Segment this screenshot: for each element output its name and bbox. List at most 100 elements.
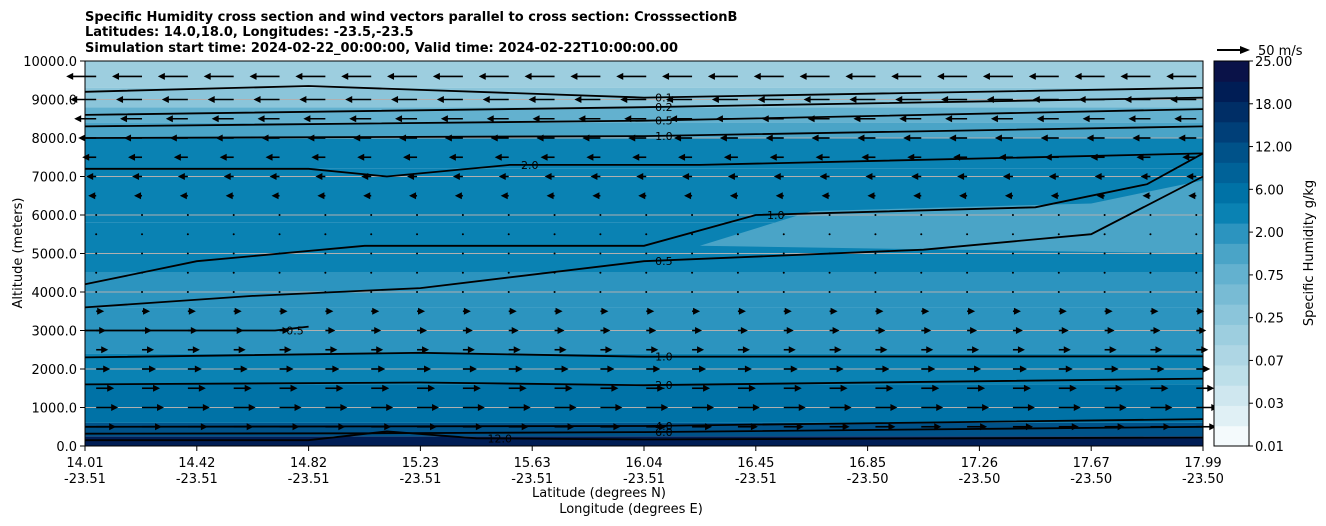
x-tick-label-lat: 17.67 [1073, 456, 1110, 471]
wind-vector-dot [553, 291, 556, 293]
wind-vector-dot [370, 271, 373, 274]
wind-vector-head [86, 173, 94, 180]
wind-vector [875, 404, 898, 411]
wind-vector [279, 346, 292, 354]
wind-vector [727, 173, 738, 180]
wind-vector [1103, 233, 1106, 236]
wind-vector-head [374, 327, 382, 334]
wind-vector [88, 192, 97, 200]
wind-vector [403, 153, 418, 161]
wind-vector [508, 365, 523, 373]
contour-label: 0.5 [655, 255, 673, 268]
wind-vector [232, 214, 235, 216]
wind-vector-head [561, 365, 569, 373]
wind-vector-head [1166, 72, 1174, 80]
wind-vector-dot [645, 271, 648, 274]
wind-vector [553, 252, 556, 255]
wind-vector-dot [95, 271, 98, 274]
wind-vector [875, 327, 886, 334]
wind-vector-dot [828, 233, 831, 236]
wind-vector-dot [599, 252, 602, 255]
wind-vector [1149, 252, 1152, 255]
wind-vector [783, 365, 798, 373]
wind-vector-dot [1103, 291, 1106, 293]
humidity-band [85, 122, 1203, 138]
wind-vector [461, 271, 464, 274]
wind-vector [223, 173, 234, 180]
wind-vector [278, 214, 281, 216]
wind-vector-dot [736, 252, 739, 255]
wind-vector-head [280, 307, 288, 315]
wind-vector [95, 214, 98, 216]
wind-vector [920, 291, 923, 293]
wind-vector [233, 327, 244, 334]
wind-vector-dot [141, 291, 144, 293]
wind-vector [279, 307, 288, 315]
wind-vector-head [88, 192, 96, 200]
wind-vector-head [420, 327, 428, 334]
wind-vector-head [699, 365, 707, 373]
wind-vector-head [1048, 173, 1056, 180]
wind-vector [966, 233, 969, 236]
wind-vector [645, 214, 648, 216]
wind-vector [311, 153, 326, 161]
humidity-band [85, 384, 1203, 423]
wind-vector-head [303, 115, 311, 123]
wind-vectors [66, 72, 1219, 431]
wind-vector-dot [461, 214, 464, 216]
wind-vector [416, 271, 419, 274]
wind-vector-dot [370, 233, 373, 236]
wind-vector-head [107, 384, 115, 392]
y-tick-label: 3000.0 [32, 325, 78, 340]
wind-vector-head [707, 72, 715, 80]
wind-vector-head [165, 115, 173, 123]
colorbar-segment [1214, 142, 1249, 163]
wind-vector-head [1017, 346, 1025, 354]
wind-vector [1104, 384, 1123, 392]
wind-vector [233, 404, 256, 411]
wind-vector [1128, 115, 1151, 123]
wind-vector [66, 72, 97, 80]
wind-vector-dot [232, 214, 235, 216]
contour-line [84, 96, 1204, 116]
wind-vector [807, 115, 830, 123]
contour-label: 0.5 [655, 115, 673, 128]
wind-vector-head [678, 153, 686, 161]
wind-vector-head [219, 153, 227, 161]
wind-vector [574, 96, 601, 103]
wind-vector-head [486, 115, 494, 123]
wind-vector [895, 96, 922, 103]
wind-vector-dot [645, 233, 648, 236]
wind-vector-head [215, 134, 223, 142]
wind-vector-dot [370, 291, 373, 293]
wind-vector [1012, 384, 1031, 392]
wind-vector-dot [691, 233, 694, 236]
contour-line [84, 152, 1204, 286]
wind-vector [269, 173, 280, 180]
colorbar-tick-label: 0.25 [1255, 312, 1284, 327]
wind-vector [737, 384, 756, 392]
wind-vector [508, 384, 527, 392]
wind-vector-head [742, 346, 750, 354]
wind-vector-dot [782, 233, 785, 236]
wind-vector [95, 271, 98, 274]
wind-vector [540, 153, 555, 161]
wind-vector [1012, 327, 1023, 334]
wind-vector [853, 115, 876, 123]
wind-vector [1150, 365, 1165, 373]
colorbar-tick-label: 25.00 [1255, 55, 1292, 70]
wind-vector-head [521, 423, 529, 431]
y-tick-label: 7000.0 [32, 171, 78, 186]
wind-vector [134, 192, 143, 200]
wind-vector [295, 72, 326, 80]
x-tick-label-lat: 17.99 [1184, 456, 1221, 471]
wind-vector-head [317, 192, 325, 200]
wind-vector-head [830, 307, 838, 315]
humidity-band [85, 61, 1203, 88]
wind-vector [116, 96, 143, 103]
wind-vector-head [157, 404, 165, 411]
wind-vector [219, 153, 234, 161]
wind-vector [1104, 423, 1125, 431]
wind-vector-head [662, 72, 670, 80]
wind-vector-head [876, 307, 884, 315]
